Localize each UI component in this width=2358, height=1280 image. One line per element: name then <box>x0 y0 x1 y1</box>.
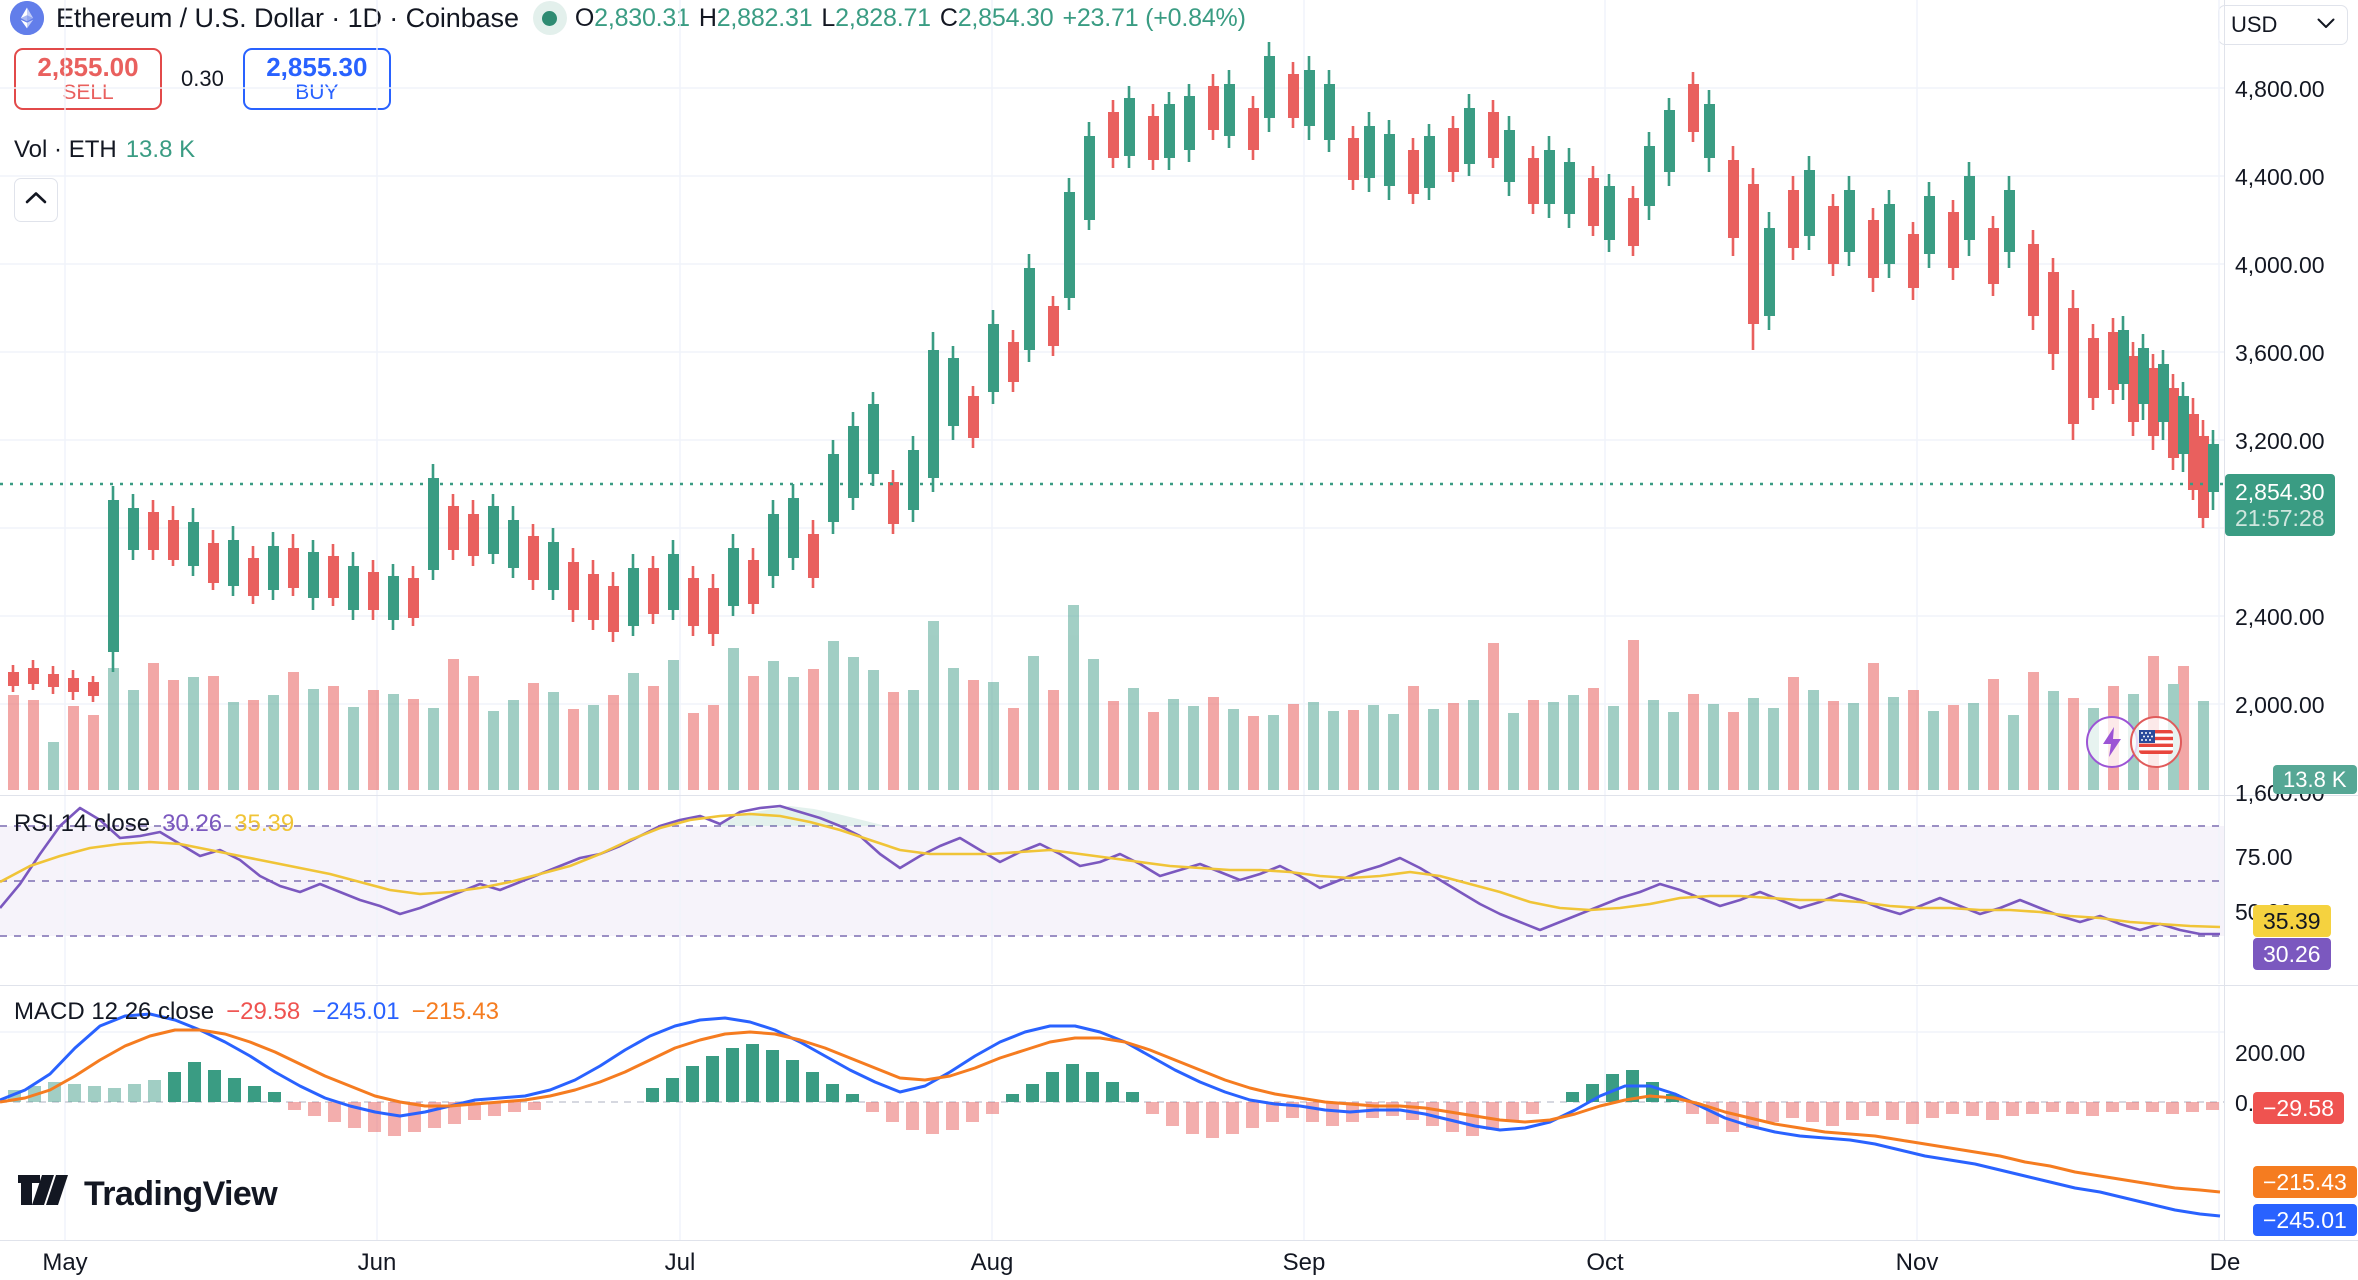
macd-legend-hist: −29.58 <box>226 998 301 1025</box>
macd-pane[interactable] <box>0 986 2224 1240</box>
spread-value: 0.30 <box>181 66 224 91</box>
macd-badge-value: −245.01 <box>2263 1207 2347 1233</box>
macd-signal-badge-value: −215.43 <box>2263 1169 2347 1195</box>
ethereum-icon <box>10 1 44 35</box>
volume-badge-value: 13.8 K <box>2283 767 2347 792</box>
rsi-value-badge[interactable]: 30.26 <box>2253 938 2331 971</box>
macd-axis-label: 200.00 <box>2235 1040 2306 1066</box>
chart-header: Ethereum / U.S. Dollar · 1D · Coinbase O… <box>0 0 2358 36</box>
ohlc-close-value: 2,854.30 <box>957 3 1054 32</box>
current-price-value: 2,854.30 <box>2235 478 2325 505</box>
trade-buttons: 2,855.00 SELL 0.30 2,855.30 BUY <box>14 48 391 110</box>
currency-selector-value: USD <box>2231 12 2278 37</box>
ohlc-close-label: C <box>939 3 958 32</box>
macd-legend-signal: −215.43 <box>411 998 500 1025</box>
rsi-ma-line <box>0 812 2221 929</box>
rsi-legend-value: 30.26 <box>162 810 223 837</box>
ohlc-high-label: H <box>698 3 717 32</box>
pane-separator-1[interactable] <box>0 795 2358 796</box>
ohlc-low-label: L <box>821 3 836 32</box>
macd-hist-badge-value: −29.58 <box>2263 1095 2334 1121</box>
current-price-badge[interactable]: 2,854.30 21:57:28 <box>2225 474 2335 536</box>
chevron-down-icon <box>2317 16 2335 34</box>
buy-label: BUY <box>295 80 339 104</box>
rsi-ma-badge[interactable]: 35.39 <box>2253 905 2331 938</box>
sell-button[interactable]: 2,855.00 SELL <box>14 48 162 110</box>
price-axis-label: 4,400.00 <box>2235 164 2325 190</box>
sell-price: 2,855.00 <box>37 52 139 83</box>
ohlc-change: +23.71 <box>1062 3 1139 32</box>
ohlc-values: O2,830.31 H2,882.31 L2,828.71 C2,854.30 +23.… <box>575 4 1246 33</box>
macd-value-badge[interactable]: −245.01 <box>2253 1204 2357 1237</box>
rsi-badge-value: 30.26 <box>2263 941 2321 967</box>
macd-legend-title: MACD 12 26 close <box>14 998 215 1025</box>
collapse-pane-button[interactable] <box>14 178 58 222</box>
floating-badge-icons <box>2086 716 2182 768</box>
price-axis-label: 3,200.00 <box>2235 428 2325 454</box>
rsi-overbought-fill <box>718 806 886 826</box>
ohlc-high-value: 2,882.31 <box>716 3 813 32</box>
tradingview-logo-icon <box>18 1175 70 1214</box>
price-axis-label: 4,800.00 <box>2235 76 2325 102</box>
macd-axis-label: 0.00 <box>2235 1090 2280 1116</box>
time-axis-label: Jun <box>357 1249 397 1276</box>
rsi-ma-badge-value: 35.39 <box>2263 908 2321 934</box>
symbol-title[interactable]: Ethereum / U.S. Dollar · 1D · Coinbase <box>56 2 519 33</box>
price-axis-label: 2,000.00 <box>2235 692 2325 718</box>
volume-value-badge[interactable]: 13.8 K <box>2273 765 2357 795</box>
tradingview-branding: TradingView <box>18 1175 278 1214</box>
macd-legend[interactable]: MACD 12 26 close −29.58 −245.01 −215.43 <box>14 998 499 1026</box>
rsi-legend-ma-value: 35.39 <box>234 810 295 837</box>
price-axis-label: 2,400.00 <box>2235 604 2325 630</box>
price-pane[interactable] <box>0 0 2224 795</box>
ohlc-change-percent: (+0.84%) <box>1145 3 1246 32</box>
ohlc-open-label: O <box>574 3 595 32</box>
time-axis-label: May <box>42 1249 88 1276</box>
buy-button[interactable]: 2,855.30 BUY <box>242 48 391 110</box>
candlesticks <box>8 42 2219 702</box>
rsi-legend-title: RSI 14 close <box>14 810 151 837</box>
price-axis-label: 1,600.00 <box>2235 780 2325 806</box>
macd-hist-badge[interactable]: −29.58 <box>2253 1092 2344 1125</box>
rsi-axis-label: 50.00 <box>2235 899 2293 925</box>
time-axis-label: Aug <box>970 1249 1014 1276</box>
volume-bars <box>8 605 2209 790</box>
us-flag-icon[interactable] <box>2130 716 2182 768</box>
macd-histogram <box>8 1044 2219 1138</box>
volume-legend-value: 13.8 K <box>125 136 196 163</box>
time-axis-label: Jul <box>664 1249 696 1276</box>
rsi-chart-svg <box>0 796 2224 984</box>
time-axis-label: Oct <box>1586 1249 1624 1276</box>
rsi-axis-label: 75.00 <box>2235 844 2293 870</box>
ohlc-open-value: 2,830.31 <box>594 3 690 32</box>
rsi-pane[interactable] <box>0 796 2224 984</box>
sell-label: SELL <box>62 80 114 104</box>
tradingview-logo-text: TradingView <box>84 1175 278 1213</box>
market-open-dot-icon <box>532 1 567 35</box>
buy-price: 2,855.30 <box>266 52 368 83</box>
price-axis-label: 4,000.00 <box>2235 252 2325 278</box>
macd-line <box>0 1012 2221 1218</box>
price-axis[interactable]: 4,800.00 4,400.00 4,000.00 3,600.00 3,20… <box>2224 0 2358 1240</box>
rsi-legend[interactable]: RSI 14 close 30.26 35.39 <box>14 810 294 838</box>
time-axis-label: De <box>2209 1249 2241 1276</box>
time-axis-label: Nov <box>1895 1249 1939 1276</box>
macd-chart-svg <box>0 986 2224 1240</box>
macd-legend-macd: −245.01 <box>312 998 400 1025</box>
price-axis-label: 3,600.00 <box>2235 340 2325 366</box>
time-axis[interactable]: May Jun Jul Aug Sep Oct Nov De <box>0 1240 2358 1280</box>
currency-selector[interactable]: USD <box>2218 5 2348 45</box>
macd-signal-line <box>0 1028 2221 1194</box>
bar-countdown: 21:57:28 <box>2235 505 2325 531</box>
ohlc-low-value: 2,828.71 <box>835 3 931 32</box>
price-chart-svg <box>0 0 2224 795</box>
macd-signal-badge[interactable]: −215.43 <box>2253 1166 2357 1199</box>
pane-separator-2[interactable] <box>0 985 2358 986</box>
chevron-up-icon <box>25 191 47 209</box>
time-axis-label: Sep <box>1282 1249 1326 1276</box>
